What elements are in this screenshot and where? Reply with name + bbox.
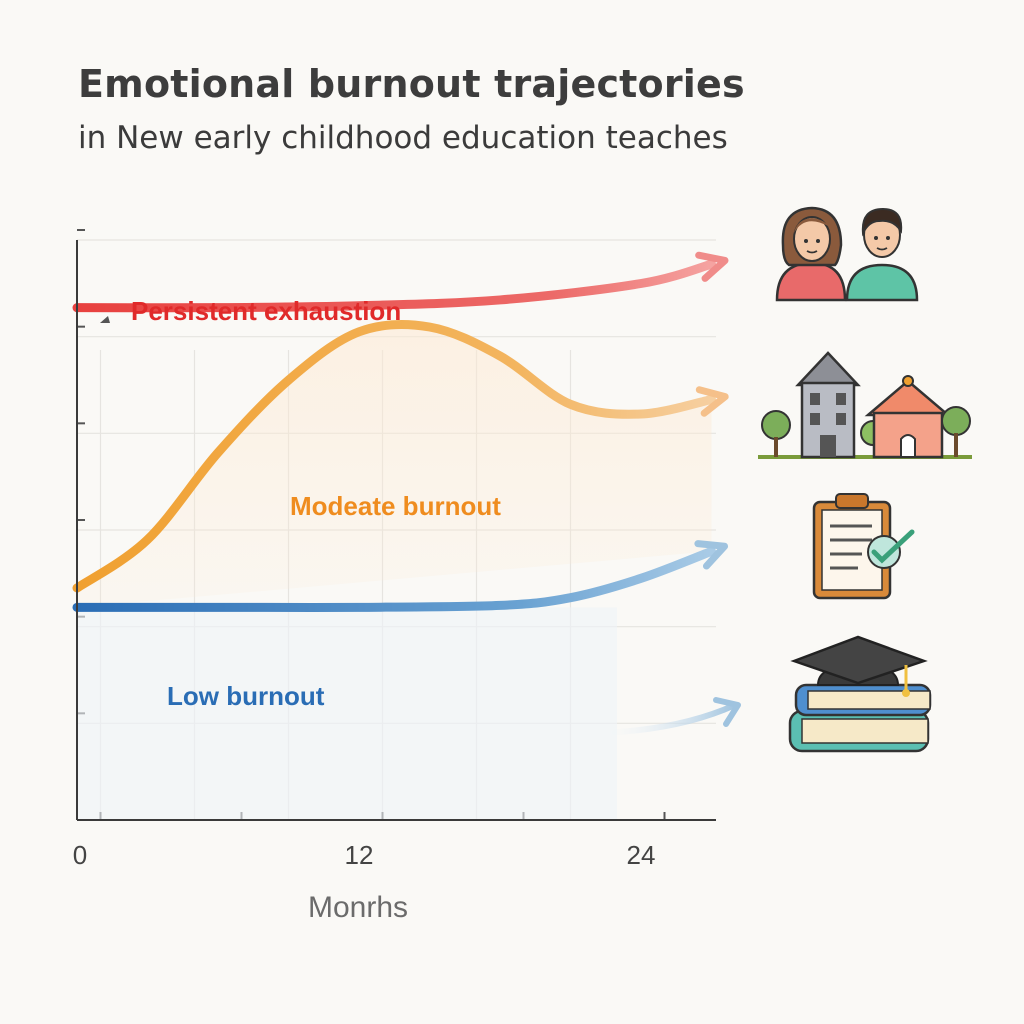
series-labels: Persistent exhaustion Modeate burnout Low … xyxy=(131,296,501,711)
area-low-burnout xyxy=(77,607,617,820)
area-moderate-burnout xyxy=(77,324,712,608)
x-axis-title: Monrhs xyxy=(308,891,408,924)
series-line-moderate-burnout xyxy=(72,319,716,593)
graduation-books-icon xyxy=(788,635,932,753)
chart-title: Emotional burnout trajectories xyxy=(78,62,745,106)
series-line-persistent-exhaustion xyxy=(72,259,716,313)
school-building-icon xyxy=(758,351,972,459)
axes xyxy=(76,240,716,821)
arrowhead-low-burnout xyxy=(694,540,729,570)
series-label: Low burnout xyxy=(167,681,325,711)
faint-arrowhead xyxy=(713,697,741,727)
stray-mark xyxy=(100,316,110,323)
arrowhead-persistent-exhaustion xyxy=(695,251,729,282)
series-line-low-burnout xyxy=(72,546,716,612)
x-tick-label: 24 xyxy=(627,840,656,870)
x-tick-label: 0 xyxy=(73,840,87,870)
faint-arrow-line xyxy=(597,702,738,736)
clipboard-check-icon xyxy=(812,493,915,600)
series-label: Modeate burnout xyxy=(290,491,501,521)
series-label: Persistent exhaustion xyxy=(131,296,401,326)
teacher-pair-icon xyxy=(775,206,919,302)
arrowhead-moderate-burnout xyxy=(695,386,729,417)
x-tick-labels: 0 12 24 xyxy=(73,840,656,870)
area-fills xyxy=(77,324,712,820)
x-tick-label: 12 xyxy=(345,840,374,870)
chart-subtitle: in New early childhood education teaches xyxy=(78,120,728,156)
series-lines xyxy=(72,251,741,736)
